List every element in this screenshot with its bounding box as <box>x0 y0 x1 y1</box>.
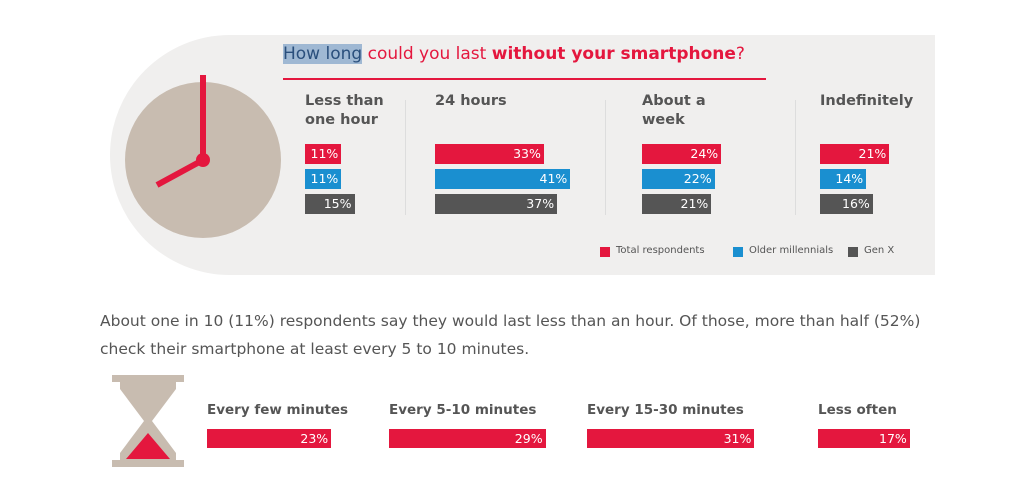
legend-swatch <box>733 247 743 257</box>
chart-title: How long could you last without your sma… <box>283 44 745 64</box>
caption: About one in 10 (11%) respondents say th… <box>100 312 921 358</box>
bar: 29% <box>389 429 546 448</box>
legend-label: Total respondents <box>616 245 705 256</box>
legend-swatch <box>848 247 858 257</box>
title-part: could you last <box>362 44 492 64</box>
category-label: 24 hours <box>435 93 507 109</box>
bar: 41% <box>435 169 571 189</box>
clock-icon <box>125 75 281 238</box>
bar: 11% <box>305 144 342 164</box>
bar: 33% <box>435 144 544 164</box>
category-label: Less than one hour <box>305 93 384 128</box>
title-rule <box>283 78 766 80</box>
bar: 21% <box>820 144 890 164</box>
bar: 23% <box>207 429 332 448</box>
bar: 15% <box>305 194 355 214</box>
bar: 16% <box>820 194 873 214</box>
bar: 14% <box>820 169 867 189</box>
category-label: About a week <box>642 93 706 128</box>
legend-label: Older millennials <box>749 245 834 256</box>
bar: 22% <box>642 169 715 189</box>
category-label: Every 5-10 minutes <box>389 402 537 418</box>
category-label: Less often <box>818 402 897 418</box>
category-label: Every 15-30 minutes <box>587 402 744 418</box>
bar: 37% <box>435 194 558 214</box>
divider <box>605 100 606 215</box>
bar: 31% <box>587 429 755 448</box>
legend-swatch <box>600 247 610 257</box>
bar: 17% <box>818 429 910 448</box>
category-label: Indefinitely <box>820 93 914 109</box>
hourglass-icon <box>112 375 184 467</box>
title-part: ? <box>735 44 745 64</box>
divider <box>405 100 406 215</box>
bar: 11% <box>305 169 342 189</box>
bar: 24% <box>642 144 722 164</box>
legend-label: Gen X <box>864 245 895 256</box>
category-label: Every few minutes <box>207 402 349 418</box>
title-part: How long <box>283 44 363 64</box>
divider <box>795 100 796 215</box>
title-part: without your smartphone <box>491 44 736 64</box>
bar: 21% <box>642 194 712 214</box>
